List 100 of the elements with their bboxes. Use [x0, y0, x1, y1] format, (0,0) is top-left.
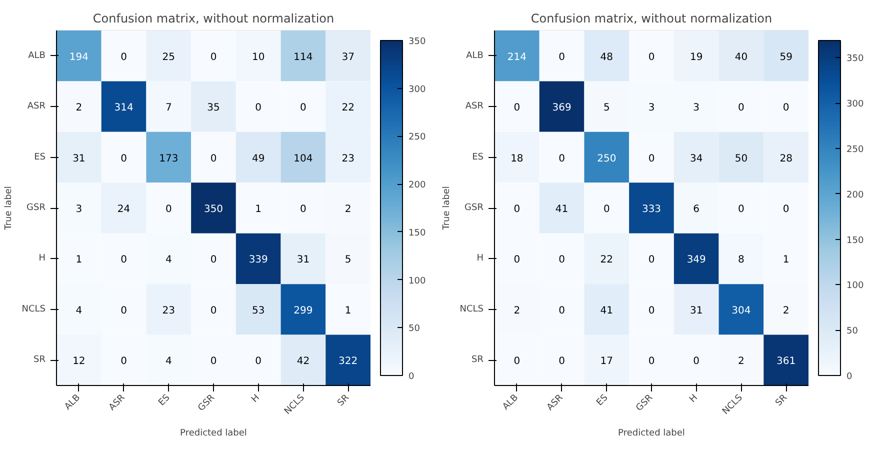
y-tick-label: NCLS	[22, 304, 46, 314]
data-label: 37	[342, 52, 354, 63]
data-label: 22	[600, 254, 614, 266]
data-label: 12	[72, 356, 86, 368]
y-tick-label: SR	[34, 355, 46, 366]
data-label: 0	[120, 254, 127, 266]
data-label: 1	[255, 204, 262, 215]
x-tick-label: SR	[336, 392, 352, 408]
data-label: 24	[117, 204, 130, 215]
data-label: 0	[738, 204, 744, 215]
data-label: 53	[252, 305, 265, 316]
data-label: 3	[693, 102, 700, 114]
data-label: 0	[210, 305, 217, 316]
data-label: 194	[69, 52, 88, 63]
data-label: 0	[514, 356, 520, 368]
x-tick-label: H	[688, 392, 700, 405]
data-label: 10	[252, 52, 265, 63]
data-label: 2	[76, 102, 82, 114]
y-tick-label: H	[476, 254, 484, 264]
data-label: 2	[782, 305, 790, 316]
color-bar-label: 0	[408, 372, 414, 382]
data-label: 4	[165, 254, 172, 266]
data-label: 41	[555, 204, 568, 215]
data-label: 0	[514, 254, 520, 266]
data-label: 214	[507, 52, 526, 63]
data-label: 3	[648, 102, 655, 114]
data-label: 40	[734, 52, 748, 63]
chart-title: Confusion matrix, without normalization	[92, 12, 334, 26]
data-label: 0	[648, 254, 655, 266]
data-label: 0	[255, 356, 262, 368]
data-label: 0	[648, 153, 655, 164]
data-label: 7	[165, 102, 172, 114]
data-label: 4	[76, 305, 82, 316]
data-label: 0	[210, 52, 217, 63]
data-label: 28	[780, 153, 792, 164]
color-bar-label: 300	[846, 100, 864, 110]
y-tick-label: NCLS	[460, 304, 484, 314]
color-bar-label: 50	[408, 324, 420, 334]
color-bar-label: 150	[408, 228, 426, 238]
data-label: 0	[648, 52, 655, 63]
data-label: 8	[738, 254, 744, 266]
data-label: 59	[780, 52, 792, 63]
y-tick-label: ASR	[465, 102, 484, 112]
data-label: 322	[338, 356, 358, 368]
y-tick-label: ALB	[466, 50, 484, 61]
data-label: 0	[693, 356, 700, 368]
data-label: 314	[114, 102, 134, 114]
data-label: 0	[165, 204, 172, 215]
data-label: 17	[600, 356, 614, 368]
data-label: 0	[300, 102, 306, 114]
data-label: 1	[344, 305, 352, 316]
data-label: 299	[294, 305, 313, 316]
chart-title: Confusion matrix, without normalization	[530, 12, 772, 26]
y-tick-label: ALB	[28, 50, 46, 61]
data-label: 4	[165, 356, 172, 368]
data-label: 48	[600, 52, 614, 63]
data-label: 2	[738, 356, 744, 368]
color-bar-label: 300	[408, 84, 426, 95]
data-label: 0	[558, 52, 565, 63]
y-tick-label: ES	[472, 152, 484, 162]
data-label: 0	[738, 102, 744, 114]
data-label: 333	[642, 204, 662, 215]
x-axis-title: Predicted label	[618, 428, 685, 438]
color-bar-label: 100	[846, 281, 864, 292]
data-label: 23	[342, 153, 354, 164]
x-tick-label: ES	[157, 392, 172, 408]
data-label: 31	[690, 305, 703, 316]
y-tick-label: GSR	[26, 203, 46, 213]
data-label: 0	[120, 305, 127, 316]
data-label: 3	[76, 204, 82, 215]
y-tick-label: ES	[34, 152, 46, 162]
color-bar-label: 250	[846, 145, 864, 156]
color-bar-label: 250	[408, 132, 426, 143]
data-label: 173	[159, 153, 178, 164]
color-bar-label: 100	[408, 276, 426, 286]
data-label: 50	[734, 153, 748, 164]
data-label: 19	[690, 52, 703, 63]
data-label: 339	[248, 254, 268, 266]
data-label: 31	[296, 254, 310, 266]
data-label: 23	[162, 305, 176, 316]
y-axis-title: True label	[4, 186, 14, 231]
data-label: 0	[120, 356, 127, 368]
color-bar-label: 350	[408, 37, 426, 47]
data-label: 49	[252, 153, 265, 164]
data-label: 0	[120, 52, 127, 63]
x-tick-label: SR	[774, 392, 790, 408]
data-label: 0	[255, 102, 262, 114]
data-label: 1	[782, 254, 790, 266]
data-label: 22	[342, 102, 354, 114]
color-bar-label: 200	[408, 180, 426, 191]
color-bar-label: 50	[846, 326, 858, 337]
color-bar-label: 150	[846, 236, 864, 246]
data-label: 0	[782, 204, 790, 215]
data-label: 0	[514, 102, 520, 114]
data-label: 0	[648, 305, 655, 316]
data-label: 2	[514, 305, 520, 316]
x-tick-label: H	[250, 392, 262, 405]
y-tick-label: GSR	[464, 203, 484, 213]
y-axis-title: True label	[442, 186, 452, 231]
data-label: 6	[693, 204, 700, 215]
